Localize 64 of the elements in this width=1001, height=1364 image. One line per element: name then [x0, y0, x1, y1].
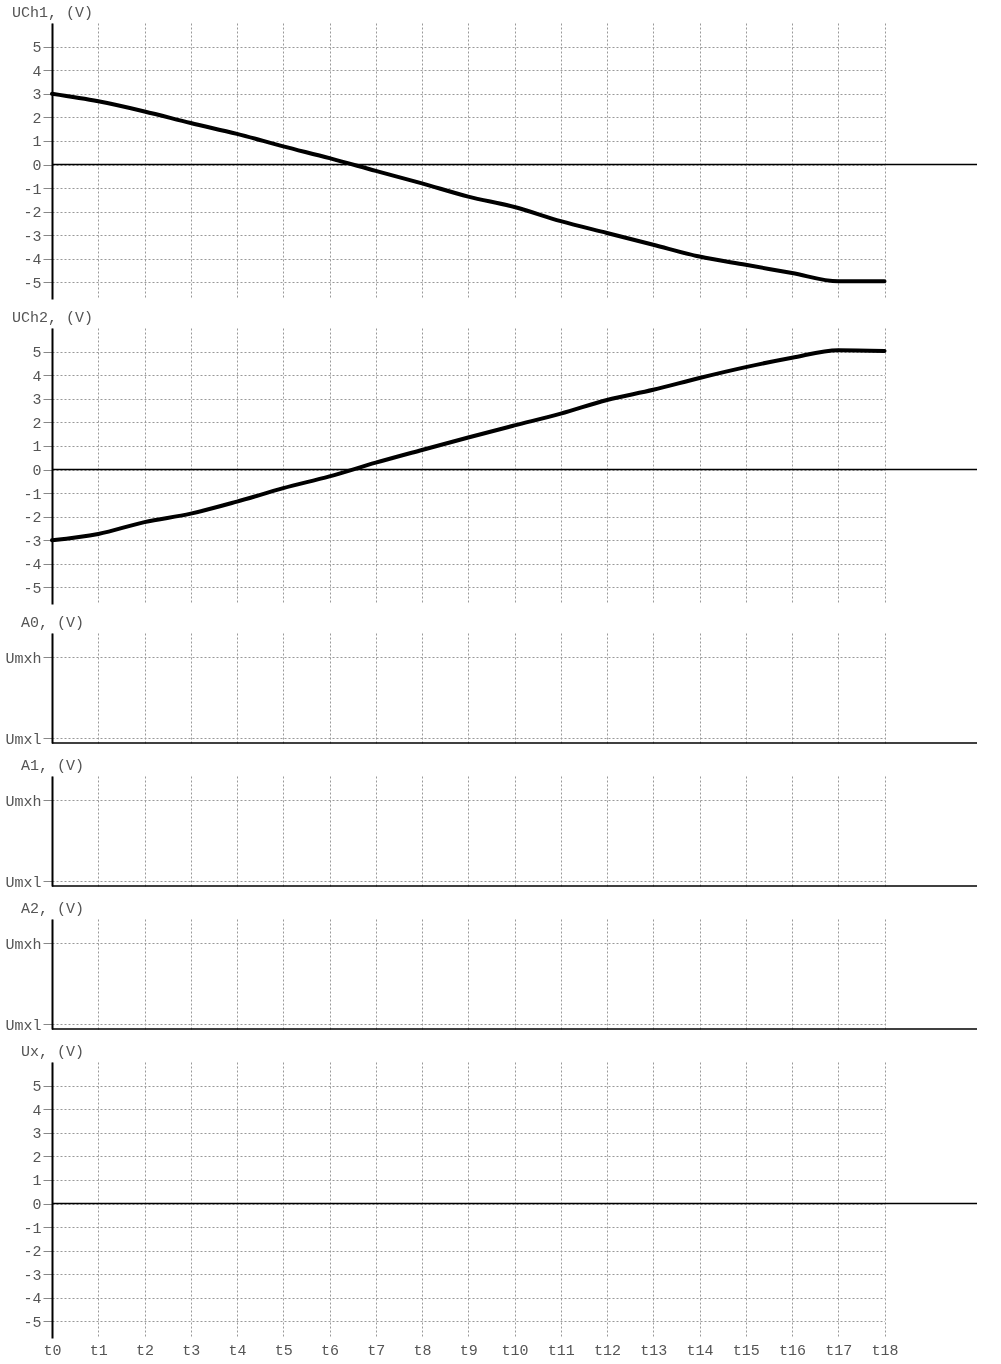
text: A2, (V): [20, 900, 85, 918]
y-tick-label: -5: [23, 580, 42, 598]
x-tick-label: t5: [274, 1342, 293, 1360]
x-tick-label: t7: [367, 1342, 386, 1360]
x-tick-label: t9: [459, 1342, 478, 1360]
y-tick-label: 0: [32, 1197, 42, 1215]
y-axis-title: UCh2, (V): [11, 309, 94, 327]
x-tick-label: t17: [825, 1342, 853, 1360]
y-tick-label: -3: [23, 533, 42, 551]
y-tick-label: 1: [32, 1173, 42, 1191]
y-tick-label: 2: [32, 415, 42, 433]
y-tick-label: -4: [23, 252, 42, 270]
x-tick-label: t18: [871, 1342, 899, 1360]
y-tick-label: 1: [32, 439, 42, 457]
y-tick-label: -2: [23, 510, 42, 528]
x-tick-label: t4: [228, 1342, 247, 1360]
x-tick-label: t1: [89, 1342, 108, 1360]
x-tick-label: t0: [43, 1342, 62, 1360]
y-tick-label: -1: [23, 181, 42, 199]
y-tick-label: 0: [32, 158, 42, 176]
y-tick-label: -2: [23, 205, 42, 223]
text: A1, (V): [20, 757, 85, 775]
text: Umxl: [5, 731, 42, 749]
y-tick-label: -3: [23, 1267, 42, 1285]
y-tick-label: 1: [32, 134, 42, 152]
x-tick-label: t10: [501, 1342, 529, 1360]
y-tick-label: -4: [23, 557, 42, 575]
y-tick-label: 3: [32, 392, 42, 410]
y-tick-label: -5: [23, 275, 42, 293]
x-tick-label: t14: [686, 1342, 714, 1360]
y-tick-label: 4: [32, 1102, 42, 1120]
x-tick-label: t6: [320, 1342, 340, 1360]
text: Umxh: [5, 936, 42, 954]
y-tick-label: 5: [32, 40, 42, 58]
x-tick-label: t12: [593, 1342, 622, 1360]
y-tick-label: -5: [23, 1314, 42, 1332]
y-tick-label: 5: [32, 345, 42, 363]
y-tick-label: -4: [23, 1291, 42, 1309]
y-tick-label: 0: [32, 463, 42, 481]
y-tick-label: 3: [32, 87, 42, 105]
x-tick-label: t16: [778, 1342, 807, 1360]
y-tick-label: 2: [32, 110, 42, 128]
x-tick-label: t2: [135, 1342, 155, 1360]
x-tick-label: t3: [182, 1342, 201, 1360]
x-tick-label: t8: [413, 1342, 432, 1360]
y-axis-title: Ux, (V): [20, 1043, 85, 1061]
y-tick-label: -3: [23, 228, 42, 246]
y-tick-label: 4: [32, 63, 42, 81]
x-tick-label: t11: [547, 1342, 575, 1360]
text: Umxl: [5, 874, 42, 892]
y-axis-title: UCh1, (V): [11, 4, 94, 22]
y-tick-label: 4: [32, 368, 42, 386]
text: A0, (V): [20, 614, 85, 632]
text: Umxl: [5, 1017, 42, 1035]
y-tick-label: -1: [23, 1220, 42, 1238]
y-tick-label: -1: [23, 486, 42, 504]
x-tick-label: t15: [732, 1342, 760, 1360]
y-tick-label: 2: [32, 1149, 42, 1167]
x-tick-label: t13: [640, 1342, 668, 1360]
y-tick-label: -2: [23, 1244, 42, 1262]
text: Umxh: [5, 650, 42, 668]
text: Umxh: [5, 793, 42, 811]
y-tick-label: 5: [32, 1079, 42, 1097]
y-tick-label: 3: [32, 1126, 42, 1144]
